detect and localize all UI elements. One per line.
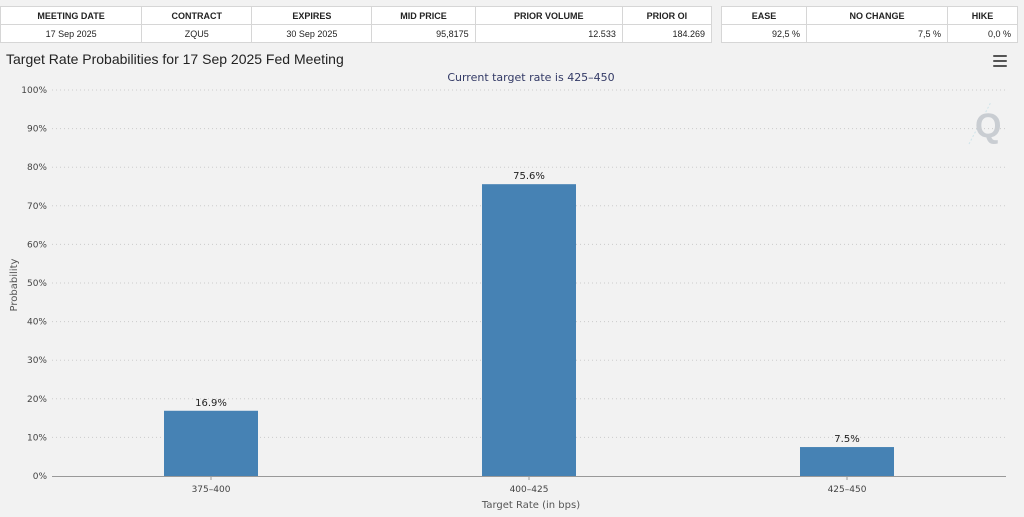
column-header: PRIOR OI [621,6,713,25]
data-label: 75.6% [513,171,545,182]
data-label: 16.9% [195,398,227,409]
x-tick-label: 400–425 [510,485,549,495]
probability-table: EASE NO CHANGE HIKE 92,5 % 7,5 % 0,0 % [721,6,1018,43]
y-tick-label: 30% [27,356,47,366]
y-tick-label: 80% [27,163,47,173]
table-cell: ZQU5 [141,24,253,43]
menu-bar [993,55,1007,57]
menu-bar [993,65,1007,67]
y-tick-label: 20% [27,395,47,405]
chart-subtitle: Current target rate is 425–450 [447,71,614,84]
table-cell: 95,8175 [371,24,476,43]
bar-chart: Current target rate is 425–450 0% 10% 20% 30… [9,71,1006,511]
y-tick-label: 60% [27,240,47,250]
chart-title: Target Rate Probabilities for 17 Sep 202… [6,51,344,67]
x-tick-label: 375–400 [192,485,231,495]
chart-menu-icon[interactable] [993,55,1007,67]
table-cell: 30 Sep 2025 [251,24,373,43]
table-cell: 12.533 [474,24,623,43]
column-header: EASE [721,6,807,25]
column-header: MEETING DATE [0,6,143,25]
column-header: EXPIRES [251,6,373,25]
y-axis-title: Probability [9,258,20,311]
column-header: HIKE [947,6,1018,25]
bar [164,410,258,476]
table-cell: 92,5 % [721,24,807,43]
table-cell: 184.269 [621,24,713,43]
bar [800,447,894,476]
y-tick-label: 10% [27,433,47,443]
contract-table: MEETING DATE CONTRACT EXPIRES MID PRICE PRIO… [0,6,713,43]
watermark-letter: Q [975,107,1001,145]
y-tick-label: 40% [27,318,47,328]
contract-table-row: 17 Sep 2025 ZQU5 30 Sep 2025 95,8175 12.533 1… [0,24,713,43]
column-header: MID PRICE [371,6,476,25]
contract-table-header-row: MEETING DATE CONTRACT EXPIRES MID PRICE PRIO… [0,6,713,25]
y-tick-label: 0% [33,472,48,482]
column-header: PRIOR VOLUME [474,6,623,25]
y-tick-label: 70% [27,202,47,212]
probability-table-header-row: EASE NO CHANGE HIKE [721,6,1018,25]
x-tick-label: 425–450 [828,485,867,495]
table-cell: 7,5 % [806,24,948,43]
probability-table-row: 92,5 % 7,5 % 0,0 % [721,24,1018,43]
bar [482,184,576,476]
column-header: CONTRACT [141,6,253,25]
menu-bar [993,60,1007,62]
data-label: 7.5% [834,434,859,445]
summary-tables: MEETING DATE CONTRACT EXPIRES MID PRICE PRIO… [0,0,1024,44]
y-tick-label: 90% [27,125,47,135]
table-cell: 17 Sep 2025 [0,24,143,43]
column-header: NO CHANGE [806,6,948,25]
quikstrike-watermark-logo: Q [968,101,1001,145]
x-axis-title: Target Rate (in bps) [481,500,580,511]
y-tick-label: 50% [27,279,47,289]
table-cell: 0,0 % [947,24,1018,43]
y-tick-label: 100% [21,86,47,96]
